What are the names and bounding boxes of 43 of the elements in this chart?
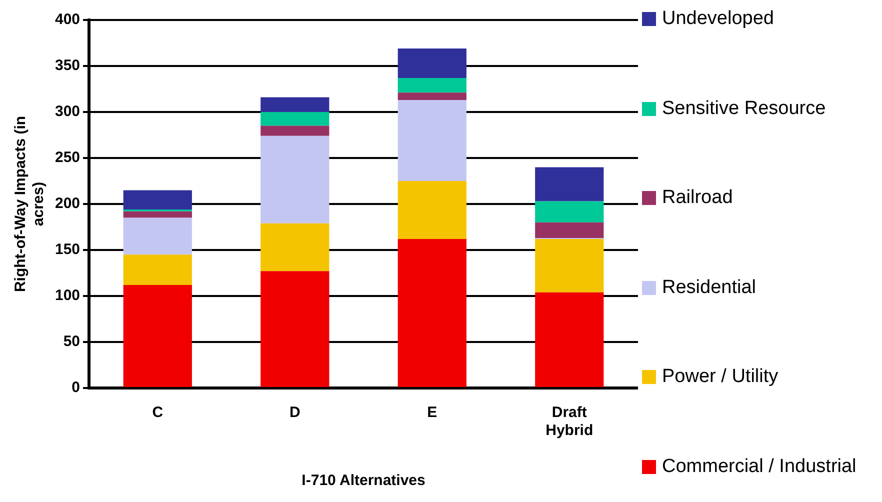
y-tick-label: 150 — [54, 241, 80, 258]
bar — [123, 284, 192, 387]
x-tick-label: C — [152, 404, 164, 422]
y-tick-label: 400 — [54, 11, 80, 28]
bar — [260, 223, 330, 272]
legend-label: Sensitive Resource — [662, 98, 826, 120]
bar — [260, 112, 330, 126]
y-tick-label: 0 — [72, 379, 80, 396]
bar — [535, 222, 604, 238]
bar — [123, 254, 192, 285]
y-tick-label: 250 — [54, 149, 80, 166]
y-tick-label: 350 — [54, 57, 80, 74]
bar — [398, 48, 466, 78]
y-tick-label: 50 — [63, 333, 80, 350]
legend-label: Railroad — [662, 187, 733, 210]
y-tick-label: 100 — [54, 287, 80, 304]
legend-label: Commercial / Industrial — [662, 456, 856, 478]
bar — [398, 181, 466, 239]
bar — [398, 238, 466, 387]
x-axis-title: I-710 Alternatives — [302, 472, 426, 490]
x-tick-label: E — [427, 404, 438, 422]
bar — [260, 136, 330, 224]
x-tick-label: Draft Hybrid — [546, 404, 594, 440]
legend-label: Undeveloped — [662, 8, 774, 30]
bar — [398, 100, 466, 181]
y-axis-title: Right-of-Way Impacts (in acres) — [12, 116, 48, 292]
bar — [123, 211, 192, 218]
legend-label: Residential — [662, 276, 756, 299]
bar — [123, 218, 192, 255]
bar — [123, 190, 192, 210]
bar — [398, 78, 466, 93]
bar — [398, 92, 466, 100]
bar — [535, 201, 604, 222]
bar — [535, 238, 604, 292]
y-tick-label: 200 — [54, 195, 80, 212]
bar — [535, 167, 604, 202]
x-tick-label: D — [289, 404, 300, 422]
legend-label: Power / Utility — [662, 366, 778, 388]
bar — [260, 126, 330, 136]
bar — [535, 292, 604, 387]
bar — [260, 271, 330, 387]
y-tick-label: 300 — [54, 103, 80, 120]
bar — [260, 97, 330, 112]
